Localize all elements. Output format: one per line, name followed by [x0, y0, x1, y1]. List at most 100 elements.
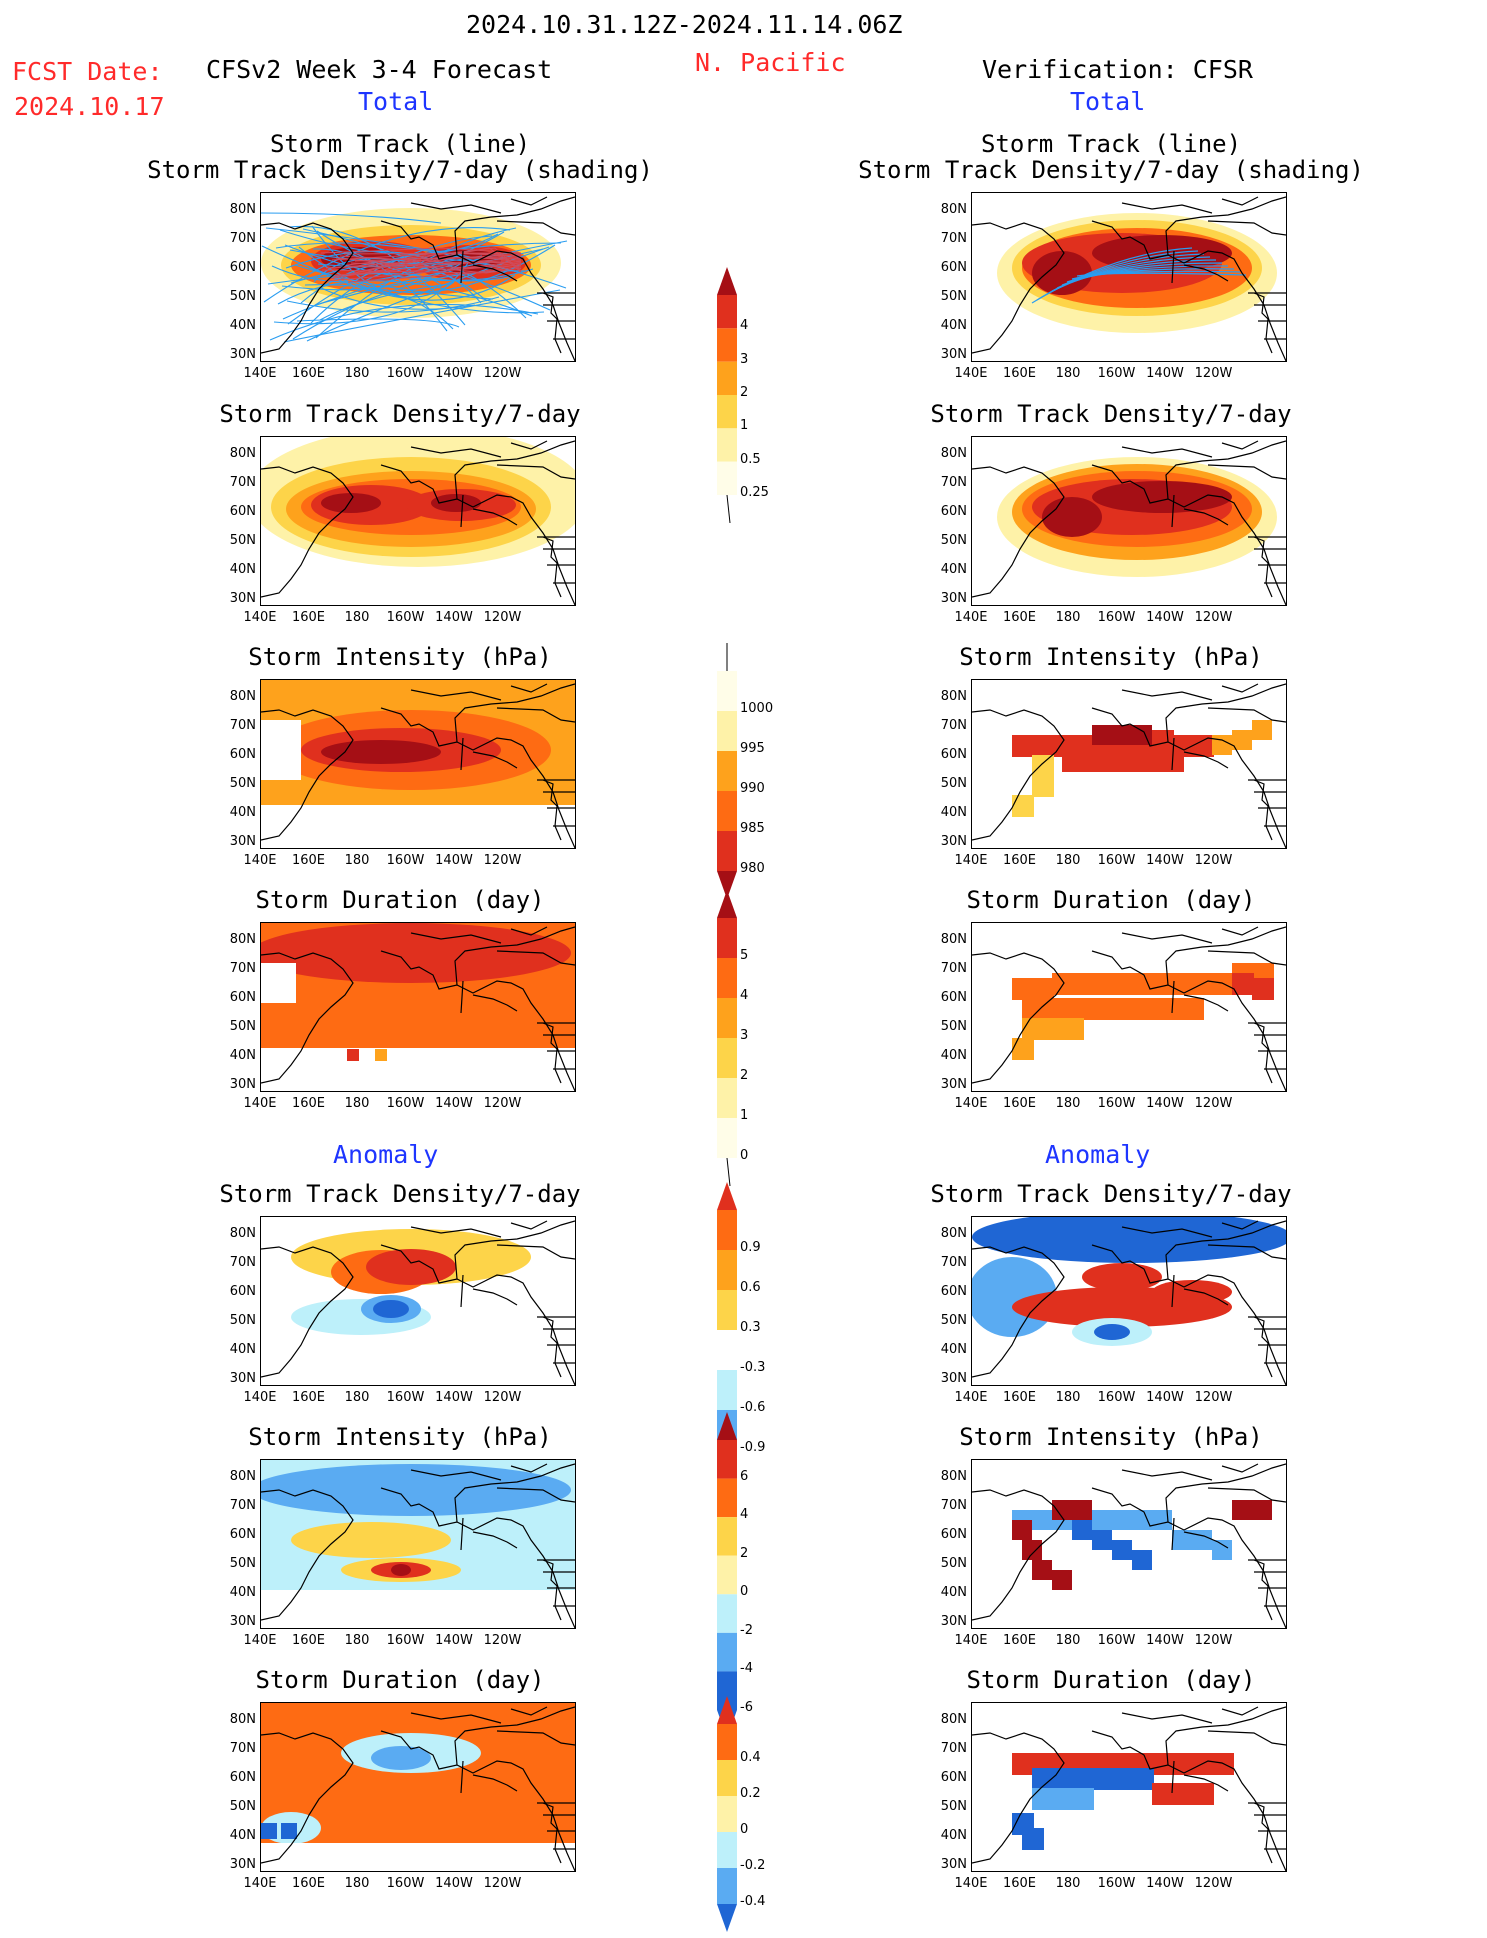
- x-tick-label: 180: [1055, 610, 1081, 625]
- y-tick-label: 80N: [229, 689, 256, 704]
- x-tick-label: 140E: [243, 610, 277, 625]
- x-tick-label: 120W: [483, 1876, 522, 1891]
- x-tick-label: 160W: [1097, 1390, 1136, 1405]
- colorbar-label: 2: [740, 1068, 749, 1083]
- grid-cell: [1012, 1753, 1034, 1775]
- panel-title-right-7: Storm Duration (day): [966, 1666, 1256, 1694]
- y-tick-label: 40N: [940, 1048, 967, 1063]
- colorbar-segment: [717, 1118, 737, 1158]
- colorbar-segment: [717, 1724, 737, 1760]
- grid-cell: [1082, 750, 1104, 772]
- x-tick-label: 160W: [386, 1096, 425, 1111]
- grid-cell: [1142, 750, 1164, 772]
- x-tick-label: 140W: [1146, 610, 1184, 625]
- coastline: [972, 683, 1286, 848]
- x-tick-label: 140W: [435, 366, 473, 381]
- colorbar-intensity: [712, 641, 742, 905]
- grid-cell: [347, 1049, 359, 1061]
- y-tick-label: 80N: [229, 446, 256, 461]
- x-tick-label: 140E: [954, 610, 988, 625]
- x-tick-label: 160E: [1002, 1876, 1037, 1891]
- map-panel: [971, 192, 1287, 362]
- y-tick-label: 80N: [940, 689, 967, 704]
- grid-cell: [1092, 725, 1112, 745]
- y-tick-label: 30N: [229, 347, 256, 362]
- grid-cell: [1132, 973, 1154, 995]
- density-zone: [431, 494, 481, 512]
- anomaly-zone: [391, 1564, 411, 1576]
- grid-cell: [1092, 1510, 1112, 1530]
- y-tick-label: 80N: [940, 1469, 967, 1484]
- y-tick-label: 70N: [940, 961, 967, 976]
- map-panel: [971, 1216, 1287, 1386]
- coastline: [261, 926, 575, 1091]
- grid-cell: [1022, 1828, 1044, 1850]
- y-tick-label: 70N: [940, 1498, 967, 1513]
- x-tick-label: 160E: [291, 1096, 326, 1111]
- colorbar-density: [712, 265, 742, 529]
- coastline: [972, 196, 1286, 361]
- blank-area: [261, 963, 296, 1003]
- y-tick-label: 80N: [229, 202, 256, 217]
- x-tick-label: 120W: [1194, 1876, 1233, 1891]
- coastline: [261, 683, 575, 848]
- colorbar-segment: [717, 1478, 737, 1518]
- x-tick-label: 160W: [386, 853, 425, 868]
- colorbar-label: 4: [740, 318, 749, 334]
- x-tick-label: 140W: [435, 1390, 473, 1405]
- coastline: [261, 1463, 575, 1628]
- colorbar-label: -0.2: [740, 1858, 766, 1873]
- x-tick-label: 180: [1055, 1633, 1081, 1648]
- grid-cell: [1152, 1753, 1174, 1775]
- x-tick-label: 160E: [291, 1876, 326, 1891]
- x-tick-label: 140E: [243, 1390, 277, 1405]
- map-panel: [260, 1216, 576, 1386]
- y-tick-label: 50N: [940, 533, 967, 548]
- grid-cell: [1022, 1018, 1044, 1040]
- y-tick-label: 40N: [229, 1585, 256, 1600]
- x-tick-label: 120W: [483, 366, 522, 381]
- colorbar-segment: [717, 1517, 737, 1556]
- colorbar-segment: [717, 395, 737, 429]
- y-tick-label: 50N: [940, 1799, 967, 1814]
- grid-cell: [1192, 1783, 1214, 1805]
- y-tick-label: 50N: [229, 1313, 256, 1328]
- grid-cell: [1012, 795, 1034, 817]
- y-tick-label: 60N: [229, 990, 256, 1005]
- y-tick-label: 60N: [940, 1284, 967, 1299]
- density-zone: [1042, 497, 1102, 537]
- anomaly-zone: [1094, 1324, 1130, 1340]
- grid-cell: [1252, 978, 1274, 1000]
- colorbar-segment: [717, 1290, 737, 1330]
- colorbar-segment: [717, 1632, 737, 1672]
- verification-title: Verification: CFSR: [982, 55, 1253, 84]
- colorbar-segment: [717, 1038, 737, 1078]
- x-tick-label: 140W: [435, 1633, 473, 1648]
- colorbar-label: 0.25: [740, 485, 769, 500]
- colorbar-segment: [717, 1440, 737, 1479]
- grid-cell: [1032, 1788, 1054, 1810]
- colorbar-label: -0.3: [740, 1360, 766, 1375]
- grid-cell: [1052, 1570, 1072, 1590]
- x-tick-label: 180: [1055, 1876, 1081, 1891]
- x-tick-label: 140E: [954, 853, 988, 868]
- colorbar-segment: [717, 361, 737, 395]
- grid-cell: [1032, 978, 1054, 1000]
- x-tick-label: 160W: [1097, 610, 1136, 625]
- coastline: [972, 440, 1286, 605]
- model-title: CFSv2 Week 3-4 Forecast: [206, 55, 553, 84]
- colorbar-label: 3: [740, 351, 749, 367]
- region-title: N. Pacific: [695, 48, 846, 77]
- anomaly-zone: [366, 1249, 456, 1285]
- anomaly-zone: [373, 1300, 409, 1318]
- y-tick-label: 30N: [229, 834, 256, 849]
- grid-cell: [1172, 973, 1194, 995]
- colorbar-label: 0: [740, 1148, 749, 1163]
- y-tick-label: 60N: [229, 504, 256, 519]
- grid-cell: [1232, 973, 1254, 995]
- anomaly-left-label: Anomaly: [333, 1140, 439, 1169]
- colorbar-label: 0.4: [740, 1750, 761, 1765]
- colorbar-label: 2: [740, 1545, 749, 1561]
- grid-cell: [1182, 998, 1204, 1020]
- x-tick-label: 120W: [1194, 366, 1233, 381]
